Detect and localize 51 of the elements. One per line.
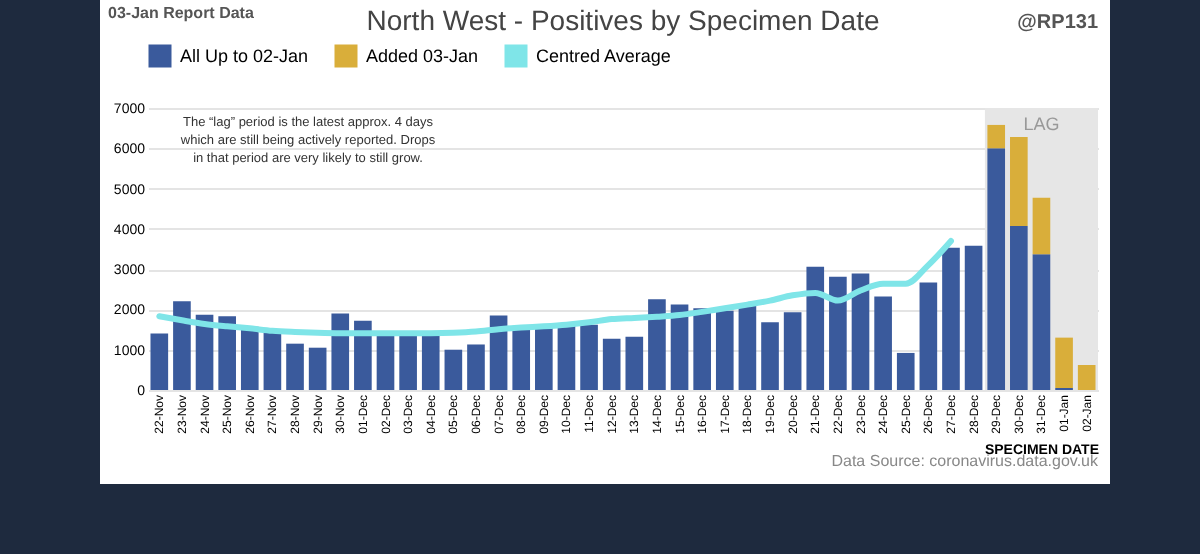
bar xyxy=(263,331,282,390)
bar xyxy=(783,312,802,390)
band-label: LAG xyxy=(1023,114,1060,134)
chart-title: North West - Positives by Specimen Date xyxy=(366,4,880,36)
bar xyxy=(829,276,847,390)
legend-label: Centred Average xyxy=(536,46,671,66)
bar xyxy=(602,338,621,390)
bar xyxy=(218,316,236,390)
bar xyxy=(467,344,485,390)
bar xyxy=(557,323,576,390)
bar xyxy=(240,326,259,390)
bar xyxy=(761,322,779,390)
bar xyxy=(1055,337,1073,388)
bar xyxy=(919,282,938,390)
bar xyxy=(512,326,531,390)
bar xyxy=(851,273,870,390)
bar xyxy=(874,296,892,390)
bar xyxy=(715,310,734,390)
bar xyxy=(1077,365,1096,390)
bar xyxy=(580,324,598,390)
bar xyxy=(693,308,711,390)
bar xyxy=(987,148,1006,390)
text: 03-Jan Report Data xyxy=(108,4,254,22)
bar xyxy=(308,347,327,390)
bar xyxy=(354,320,372,390)
bar xyxy=(376,333,395,390)
bar xyxy=(150,333,169,390)
bar xyxy=(535,325,553,390)
line-series xyxy=(156,237,954,337)
bar xyxy=(286,343,304,390)
bar xyxy=(444,349,463,390)
bar xyxy=(399,334,417,390)
source-note: Data Source: coronavirus.data.gov.uk xyxy=(831,452,1098,470)
bar xyxy=(1032,254,1051,390)
bar xyxy=(648,299,666,390)
bar xyxy=(625,336,644,390)
bar xyxy=(806,266,825,390)
bar xyxy=(331,313,350,390)
legend-label: All Up to 02-Jan xyxy=(180,46,309,66)
bar xyxy=(896,352,915,390)
bar xyxy=(173,301,191,390)
text: @RP131 xyxy=(1017,12,1098,34)
bar xyxy=(964,245,983,390)
bar xyxy=(1010,226,1028,390)
bar xyxy=(1010,137,1028,227)
legend-label: Added 03-Jan xyxy=(366,46,479,66)
bar xyxy=(1032,197,1051,255)
bar xyxy=(421,333,440,390)
bar xyxy=(738,305,757,390)
bar xyxy=(942,247,960,390)
bar xyxy=(987,124,1006,149)
